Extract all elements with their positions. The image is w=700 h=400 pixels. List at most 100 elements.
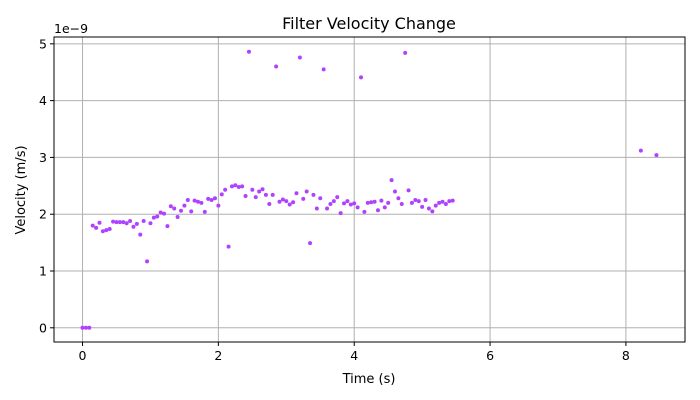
data-point — [345, 199, 350, 204]
data-point — [175, 215, 180, 220]
data-point — [314, 206, 319, 211]
data-point — [386, 200, 391, 205]
x-tick-label: 6 — [486, 348, 494, 363]
data-point — [124, 221, 129, 226]
data-point — [172, 206, 177, 211]
data-point — [311, 192, 316, 197]
data-point — [87, 325, 92, 330]
data-point — [362, 209, 367, 214]
data-point — [94, 225, 99, 230]
data-point — [638, 148, 643, 153]
data-point — [294, 191, 299, 196]
data-point — [426, 206, 431, 211]
data-point — [100, 229, 105, 234]
data-point — [240, 184, 245, 189]
data-point — [382, 205, 387, 210]
data-point — [209, 198, 214, 203]
data-point — [447, 199, 452, 204]
data-point — [165, 224, 170, 229]
data-point — [440, 199, 445, 204]
data-point — [335, 195, 340, 200]
data-point — [97, 220, 102, 225]
data-point — [202, 209, 207, 214]
data-point — [229, 184, 234, 189]
data-point — [117, 220, 122, 225]
data-point — [212, 196, 217, 201]
data-point — [287, 202, 292, 207]
data-point — [182, 203, 187, 208]
y-axis-label: Velocity (m/s) — [14, 145, 29, 234]
data-point — [399, 201, 404, 206]
y-scale-multiplier: 1e−9 — [54, 21, 88, 36]
x-tick-label: 2 — [214, 348, 222, 363]
plot-frame — [53, 36, 686, 343]
grid-layer — [54, 37, 685, 342]
data-point — [437, 200, 442, 205]
data-point — [372, 199, 377, 204]
data-point — [155, 214, 160, 219]
data-point — [352, 201, 357, 206]
data-point — [114, 220, 119, 225]
data-point — [141, 219, 146, 224]
data-point — [331, 199, 336, 204]
data-point — [280, 197, 285, 202]
data-point — [297, 55, 302, 60]
data-point — [321, 67, 326, 72]
y-tick-label: 3 — [39, 150, 47, 165]
data-point — [420, 204, 425, 209]
data-point — [308, 241, 313, 246]
data-point — [328, 201, 333, 206]
data-point — [243, 194, 248, 199]
data-point — [359, 75, 364, 80]
data-point — [138, 232, 143, 237]
data-points — [80, 49, 659, 330]
data-point — [291, 200, 296, 205]
y-tick-label: 4 — [39, 93, 47, 108]
data-point — [80, 325, 85, 330]
data-point — [342, 201, 347, 206]
data-point — [365, 200, 370, 205]
data-point — [233, 183, 238, 188]
data-point — [90, 223, 95, 228]
data-point — [121, 220, 126, 225]
data-point — [267, 201, 272, 206]
data-point — [301, 196, 306, 201]
data-point — [274, 64, 279, 69]
data-point — [216, 203, 221, 208]
data-point — [195, 199, 200, 204]
data-point — [450, 198, 455, 203]
data-point — [219, 192, 224, 197]
data-point — [433, 203, 438, 208]
x-tick-label: 0 — [79, 348, 87, 363]
y-tick-label: 1 — [39, 264, 47, 279]
data-point — [236, 184, 241, 189]
data-point — [83, 325, 88, 330]
tick-layer: 0 2 4 6 8 0 1 2 3 4 5 — [39, 36, 630, 363]
data-point — [223, 187, 228, 192]
data-point — [389, 178, 394, 183]
data-point — [375, 208, 380, 213]
data-point — [199, 200, 204, 205]
data-point — [134, 221, 139, 226]
data-point — [226, 244, 231, 249]
data-point — [246, 49, 251, 54]
data-point — [416, 199, 421, 204]
data-point — [111, 219, 116, 224]
data-point — [104, 228, 109, 233]
data-point — [284, 199, 289, 204]
data-point — [430, 209, 435, 214]
data-point — [369, 200, 374, 205]
data-point — [260, 187, 265, 192]
data-point — [131, 224, 136, 229]
chart-title: Filter Velocity Change — [282, 14, 456, 33]
data-point — [253, 195, 258, 200]
data-point — [206, 196, 211, 201]
data-point — [348, 202, 353, 207]
data-point — [304, 189, 309, 194]
y-tick-label: 0 — [39, 320, 47, 335]
data-point — [185, 198, 190, 203]
y-tick-label: 2 — [39, 207, 47, 222]
data-point — [318, 196, 323, 201]
data-point — [396, 196, 401, 201]
